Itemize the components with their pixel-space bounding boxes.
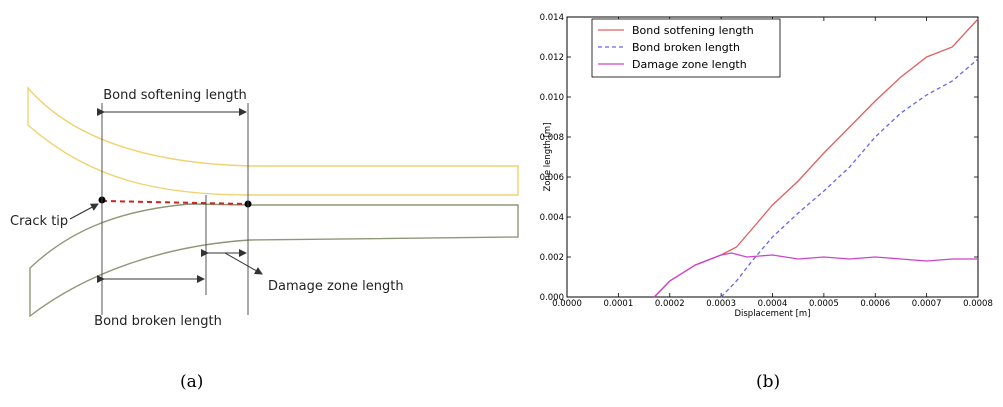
legend-box	[591, 18, 781, 78]
legend: Bond sotfening length Bond broken length D…	[591, 18, 781, 78]
lower-beam	[29, 203, 519, 318]
crack-tip-label: Crack tip	[10, 214, 68, 229]
x-tick-label: 0.0005	[809, 299, 839, 309]
caption-a: (a)	[180, 372, 204, 392]
upper-beam	[27, 86, 519, 196]
legend-label-2: Bond broken length	[632, 41, 740, 54]
series-layer	[653, 18, 979, 298]
y-tick-label: 0.010	[540, 93, 564, 103]
y-tick-label: 0.008	[540, 133, 564, 143]
y-tick-label: 0.004	[540, 213, 564, 223]
x-tick-label: 0.0004	[758, 299, 788, 309]
legend-label-3: Damage zone length	[632, 58, 747, 71]
x-tick-label: 0.0002	[655, 299, 685, 309]
y-tick-label: 0.002	[540, 253, 564, 263]
bond-broken-label: Bond broken length	[94, 314, 222, 329]
bond-softening-label: Bond softening length	[103, 88, 247, 103]
y-tick-label: 0.000	[540, 293, 564, 303]
axis-layer: 0.0000 0.0001 0.0002 0.0003 0.0004 0.0005 0.00…	[540, 13, 993, 319]
x-tick-label: 0.0007	[912, 299, 942, 309]
x-tick-label: 0.0008	[963, 299, 993, 309]
zone-length-chart: 0.0000 0.0001 0.0002 0.0003 0.0004 0.0005 0.00…	[540, 13, 993, 319]
x-tick-label: 0.0001	[604, 299, 634, 309]
caption-b: (b)	[756, 372, 781, 392]
crack-path	[101, 200, 249, 205]
schematic-panel: Bond softening length Crack tip Damage z…	[10, 86, 519, 392]
crack-tip-arrow	[69, 203, 99, 220]
x-axis-label: Displacement [m]	[734, 309, 810, 319]
series-line-3	[653, 252, 978, 298]
damage-zone-label: Damage zone length	[268, 279, 404, 294]
y-tick-label: 0.014	[540, 13, 564, 23]
y-tick-label: 0.006	[540, 173, 564, 183]
x-tick-label: 0.0003	[706, 299, 736, 309]
schematic-figure: Bond softening length Crack tip Damage z…	[10, 86, 519, 329]
series-line-2	[720, 58, 979, 298]
y-axis-label: Zone length [m]	[543, 122, 553, 191]
chart-panel: 0.0000 0.0001 0.0002 0.0003 0.0004 0.0005 0.00…	[540, 0, 1003, 403]
damage-zone-leader	[224, 252, 263, 275]
x-tick-label: 0.0006	[860, 299, 890, 309]
extension-lines	[101, 103, 249, 315]
y-tick-label: 0.012	[540, 53, 564, 63]
legend-label-1: Bond sotfening length	[632, 24, 754, 37]
x-tick-label: 0.0000	[552, 299, 582, 309]
